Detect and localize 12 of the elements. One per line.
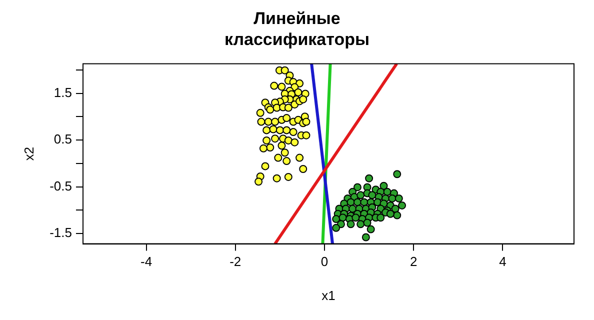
y-tick-label: 0.5 — [54, 132, 72, 147]
x-axis-title: x1 — [322, 288, 336, 303]
y-tick-label: -0.5 — [50, 178, 72, 194]
x-tick-label: 0 — [320, 254, 328, 270]
y-axis-title: x2 — [21, 146, 36, 161]
x-tick-label: -2 — [230, 254, 242, 270]
chart-title: Линейные классификаторы — [223, 8, 370, 50]
x-tick-label: -4 — [140, 254, 152, 270]
y-tick-label: 1.5 — [54, 84, 72, 100]
x-tick-label: 2 — [410, 254, 418, 270]
y-tick-label: -1.5 — [50, 225, 72, 240]
x-tick-label: 4 — [499, 254, 506, 270]
